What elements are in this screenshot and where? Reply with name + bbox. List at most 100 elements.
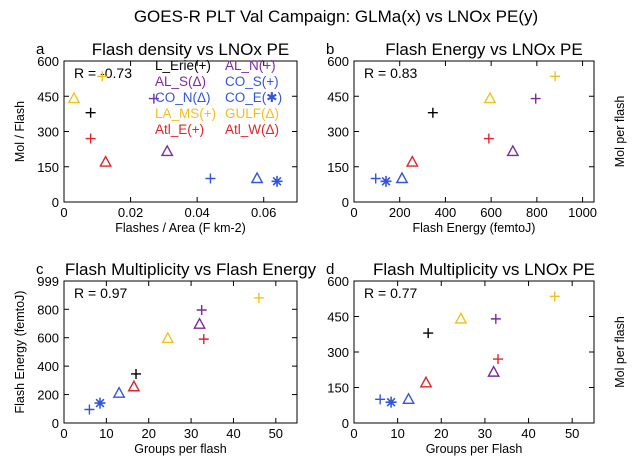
x-axis-label: Flashes / Area (F km-2) bbox=[115, 221, 246, 235]
plot-frame bbox=[63, 280, 298, 424]
data-point-l-erie bbox=[85, 107, 96, 118]
y-tick-label: 300 bbox=[37, 125, 59, 140]
data-point-la-ms bbox=[549, 291, 560, 302]
r-annotation: R = 0.97 bbox=[74, 285, 128, 301]
y-tick-label: 0 bbox=[342, 416, 349, 431]
x-tick-label: 0 bbox=[60, 205, 67, 220]
x-tick-label: 200 bbox=[389, 205, 411, 220]
x-tick-label: 600 bbox=[480, 205, 502, 220]
y-tick-label: 200 bbox=[37, 388, 59, 403]
x-tick-label: 400 bbox=[435, 205, 457, 220]
y-tick-label: 300 bbox=[327, 125, 349, 140]
legend-entry-la-ms: LA_MS(+) bbox=[155, 106, 216, 121]
data-point-co-n bbox=[112, 386, 126, 398]
data-point-al-n bbox=[530, 93, 541, 104]
panel-c: Flash Multiplicity vs Flash Energy c 0 10 20… bbox=[13, 260, 317, 456]
r-annotation: R = 0.83 bbox=[364, 65, 418, 81]
panel-letter: d bbox=[326, 261, 334, 278]
data-point-atl-w bbox=[99, 155, 112, 167]
legend-entry-co-e: CO_E(✱) bbox=[225, 90, 282, 105]
data-point-gulf bbox=[67, 91, 81, 104]
panel-a: Flash density vs LNOx PE a 0 0.02 0.04 0.06 0 1… bbox=[13, 40, 298, 235]
legend-entry-atl-w: Atl_W(Δ) bbox=[225, 122, 279, 137]
data-point-la-ms bbox=[550, 71, 561, 82]
y-tick-label: 400 bbox=[37, 359, 59, 374]
x-axis-label: Groups per flash bbox=[134, 442, 226, 456]
x-tick-label: 800 bbox=[526, 205, 548, 220]
panel-title: Flash Multiplicity vs Flash Energy bbox=[65, 260, 317, 279]
data-point-co-e bbox=[271, 175, 283, 187]
data-point-co-n bbox=[395, 171, 409, 184]
data-point-atl-w bbox=[405, 155, 419, 167]
panel-b: Flash Energy vs LNOx PE b 0 200 400 600 800 100… bbox=[326, 40, 627, 235]
x-tick-label: 40 bbox=[521, 426, 535, 441]
y-tick-label: 0 bbox=[342, 195, 349, 210]
legend-entry-co-s: CO_S(+) bbox=[225, 74, 279, 89]
y-axis-label: Mol / Flash bbox=[13, 101, 27, 162]
panel-title: Flash Energy vs LNOx PE bbox=[385, 40, 582, 59]
data-point-gulf bbox=[454, 311, 468, 324]
data-point-co-n bbox=[250, 171, 264, 184]
legend-entry-al-s: AL_S(Δ) bbox=[155, 74, 206, 89]
r-annotation: R = -0.73 bbox=[74, 65, 132, 81]
x-tick-label: 1000 bbox=[568, 205, 597, 220]
y-axis-label: Mol per flash bbox=[613, 316, 627, 388]
y-tick-label: 0 bbox=[52, 195, 59, 210]
legend-entry-al-n: AL_N(+) bbox=[225, 58, 276, 73]
data-point-al-s bbox=[506, 144, 520, 157]
data-point-atl-e bbox=[85, 133, 96, 144]
data-point-l-erie bbox=[427, 107, 438, 118]
y-tick-label: 600 bbox=[37, 54, 59, 69]
data-point-al-n bbox=[148, 93, 159, 104]
panel-d: Flash Multiplicity vs LNOx PE d 0 10 20 30 40 5… bbox=[326, 260, 627, 456]
x-tick-label: 50 bbox=[269, 426, 283, 441]
y-tick-label: 800 bbox=[37, 302, 59, 317]
y-tick-label: 150 bbox=[37, 160, 59, 175]
legend-entry-gulf: GULF(Δ) bbox=[225, 106, 279, 121]
data-point-co-e bbox=[385, 396, 397, 408]
y-tick-label: 999 bbox=[37, 274, 59, 289]
x-tick-label: 20 bbox=[434, 426, 448, 441]
data-point-gulf bbox=[483, 91, 497, 104]
y-tick-label: 150 bbox=[327, 381, 349, 396]
data-point-co-e bbox=[380, 175, 392, 187]
data-point-al-s bbox=[193, 317, 206, 329]
data-point-al-s bbox=[487, 365, 501, 377]
legend-entry-co-n: CO_N(Δ) bbox=[155, 90, 211, 105]
chart-panels: Flash density vs LNOx PE a 0 0.02 0.04 0.06 0 1… bbox=[13, 40, 627, 456]
y-tick-label: 450 bbox=[327, 89, 349, 104]
x-axis-label: Groups per Flash bbox=[426, 442, 523, 456]
legend-entry-l-erie: L_Erie(+) bbox=[155, 58, 211, 73]
data-point-l-erie bbox=[423, 328, 434, 339]
data-point-al-n bbox=[196, 304, 207, 315]
y-tick-label: 450 bbox=[37, 89, 59, 104]
x-tick-label: 0 bbox=[60, 426, 67, 441]
x-tick-label: 30 bbox=[184, 426, 198, 441]
x-tick-label: 0.06 bbox=[251, 205, 276, 220]
figure-suptitle: GOES-R PLT Val Campaign: GLMa(x) vs LNOx… bbox=[134, 7, 538, 26]
y-tick-label: 600 bbox=[37, 331, 59, 346]
x-tick-label: 10 bbox=[99, 426, 113, 441]
data-point-al-s bbox=[160, 144, 174, 157]
data-point-co-n bbox=[402, 392, 415, 405]
y-tick-label: 600 bbox=[327, 274, 349, 289]
x-tick-label: 0 bbox=[350, 426, 357, 441]
data-point-co-s bbox=[84, 404, 95, 415]
data-point-atl-w bbox=[127, 379, 141, 392]
y-tick-label: 450 bbox=[327, 310, 349, 325]
data-point-l-erie bbox=[131, 368, 142, 379]
panel-letter: c bbox=[36, 261, 44, 278]
data-point-co-s bbox=[205, 173, 216, 184]
x-tick-label: 10 bbox=[390, 426, 404, 441]
panel-letter: a bbox=[36, 41, 45, 58]
data-point-atl-e bbox=[198, 334, 209, 345]
data-point-co-s bbox=[375, 394, 386, 405]
x-tick-label: 0 bbox=[350, 205, 357, 220]
y-axis-label: Flash Energy (femtoJ) bbox=[13, 291, 27, 414]
x-tick-label: 20 bbox=[141, 426, 155, 441]
data-point-atl-w bbox=[419, 375, 433, 388]
x-axis-label: Flash Energy (femtoJ) bbox=[413, 221, 536, 235]
y-tick-label: 600 bbox=[327, 54, 349, 69]
x-tick-label: 30 bbox=[478, 426, 492, 441]
